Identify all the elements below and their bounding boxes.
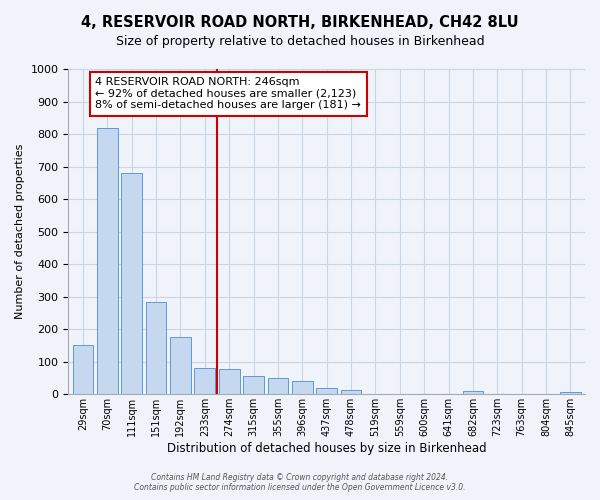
Bar [97, 128, 118, 394]
Bar [73, 346, 93, 395]
Text: 4 RESERVOIR ROAD NORTH: 246sqm
← 92% of detached houses are smaller (2,123)
8% o: 4 RESERVOIR ROAD NORTH: 246sqm ← 92% of … [95, 77, 361, 110]
Bar [341, 390, 361, 394]
Text: Size of property relative to detached houses in Birkenhead: Size of property relative to detached ho… [116, 35, 484, 48]
Bar [560, 392, 581, 394]
Bar [292, 380, 313, 394]
Bar [170, 338, 191, 394]
Bar [268, 378, 288, 394]
Bar [219, 369, 239, 394]
Text: 4, RESERVOIR ROAD NORTH, BIRKENHEAD, CH42 8LU: 4, RESERVOIR ROAD NORTH, BIRKENHEAD, CH4… [81, 15, 519, 30]
Bar [194, 368, 215, 394]
Bar [146, 302, 166, 394]
Text: Contains HM Land Registry data © Crown copyright and database right 2024.
Contai: Contains HM Land Registry data © Crown c… [134, 473, 466, 492]
Bar [463, 391, 483, 394]
Bar [243, 376, 264, 394]
X-axis label: Distribution of detached houses by size in Birkenhead: Distribution of detached houses by size … [167, 442, 487, 455]
Bar [121, 173, 142, 394]
Y-axis label: Number of detached properties: Number of detached properties [15, 144, 25, 320]
Bar [316, 388, 337, 394]
